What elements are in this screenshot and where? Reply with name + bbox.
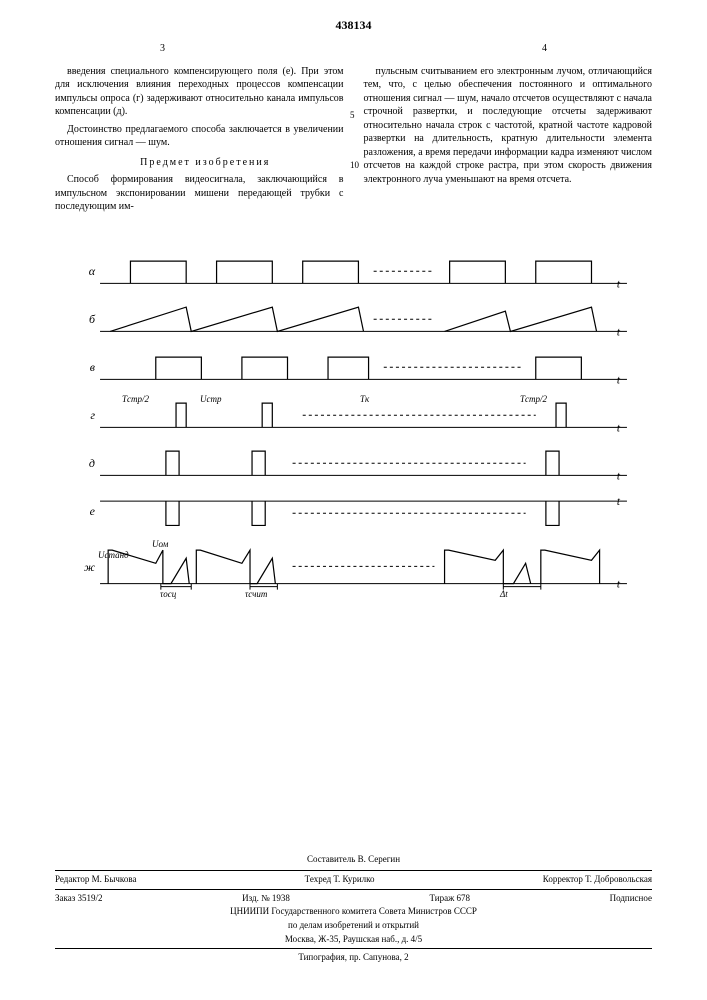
lbl-ustr: Uстр [200, 394, 222, 406]
wave-row-d: д t [80, 440, 627, 488]
tirazh: Тираж 678 [429, 893, 470, 905]
corrector: Корректор Т. Добровольская [543, 874, 652, 886]
wave-alpha: t [100, 251, 627, 292]
wave-row-alpha: α t [80, 248, 627, 296]
page-numbers-row: 3 4 [0, 34, 707, 55]
wave-zh: t [100, 538, 627, 599]
row-label-alpha: α [80, 264, 100, 280]
editor: Редактор М. Бычкова [55, 874, 136, 886]
wave-row-e: е t [80, 488, 627, 536]
techred: Техред Т. Курилко [305, 874, 375, 886]
line-5: 5 [350, 110, 355, 122]
wave-row-zh: ж t Uстанд Uом τосц τсчит Δt [80, 536, 627, 601]
subject-title: Предмет изобретения [55, 156, 344, 170]
wave-e: t [100, 491, 627, 532]
footer-credits: Редактор М. Бычкова Техред Т. Курилко Ко… [55, 873, 652, 887]
row-label-g: г [80, 408, 100, 424]
lbl-tstr-right: Tстр/2 [520, 394, 547, 406]
wave-row-b: б t [80, 296, 627, 344]
lbl-tk: Tк [360, 394, 369, 406]
row-label-b: б [80, 312, 100, 328]
lbl-uom: Uом [152, 539, 168, 551]
svg-text:t: t [617, 279, 621, 291]
row-label-e: е [80, 504, 100, 520]
row-label-v: в [80, 360, 100, 376]
compiler: Составитель В. Серегин [55, 854, 652, 868]
order: Заказ 3519/2 [55, 893, 103, 905]
wave-row-g: г t Tстр/2 Uстр Tк Tстр/2 [80, 392, 627, 440]
wave-row-v: в t [80, 344, 627, 392]
svg-text:t: t [617, 327, 621, 339]
wave-d: t [100, 443, 627, 484]
right-column: пульсным считыванием его электронным луч… [364, 65, 653, 218]
org1: ЦНИИПИ Государственного комитета Совета … [55, 905, 652, 919]
page-left: 3 [160, 42, 165, 55]
page-right: 4 [542, 42, 547, 55]
address: Москва, Ж-35, Раушская наб., д. 4/5 [55, 933, 652, 947]
wave-b: t [100, 299, 627, 340]
svg-text:t: t [617, 423, 621, 435]
line-10: 10 [350, 160, 359, 172]
left-p1: введения специального компенсирующего по… [55, 65, 344, 119]
left-p3: Способ формирования видеосигнала, заключ… [55, 173, 344, 214]
org2: по делам изобретений и открытий [55, 919, 652, 933]
svg-text:t: t [617, 497, 621, 509]
svg-text:t: t [617, 578, 621, 590]
left-p2: Достоинство предлагаемого способа заключ… [55, 123, 344, 150]
timing-diagram: α t б t в t г t [80, 248, 627, 601]
footer-print-info: Заказ 3519/2 Изд. № 1938 Тираж 678 Подпи… [55, 892, 652, 906]
wave-v: t [100, 347, 627, 388]
izd: Изд. № 1938 [242, 893, 290, 905]
left-column: введения специального компенсирующего по… [55, 65, 344, 218]
svg-text:t: t [617, 375, 621, 387]
row-label-d: д [80, 456, 100, 472]
typography: Типография, пр. Сапунова, 2 [55, 951, 652, 965]
podpisnoe: Подписное [610, 893, 652, 905]
text-columns: введения специального компенсирующего по… [0, 55, 707, 218]
right-p1: пульсным считыванием его электронным луч… [364, 65, 653, 187]
row-label-zh: ж [80, 560, 100, 576]
lbl-ustand: Uстанд [98, 550, 129, 562]
footer: Составитель В. Серегин Редактор М. Бычко… [55, 854, 652, 965]
doc-number: 438134 [0, 0, 707, 34]
svg-text:t: t [617, 471, 621, 483]
lbl-tstr-left: Tстр/2 [122, 394, 149, 406]
lbl-tschit: τсчит [245, 589, 267, 601]
lbl-dt: Δt [500, 589, 508, 601]
lbl-tosc: τосц [160, 589, 176, 601]
